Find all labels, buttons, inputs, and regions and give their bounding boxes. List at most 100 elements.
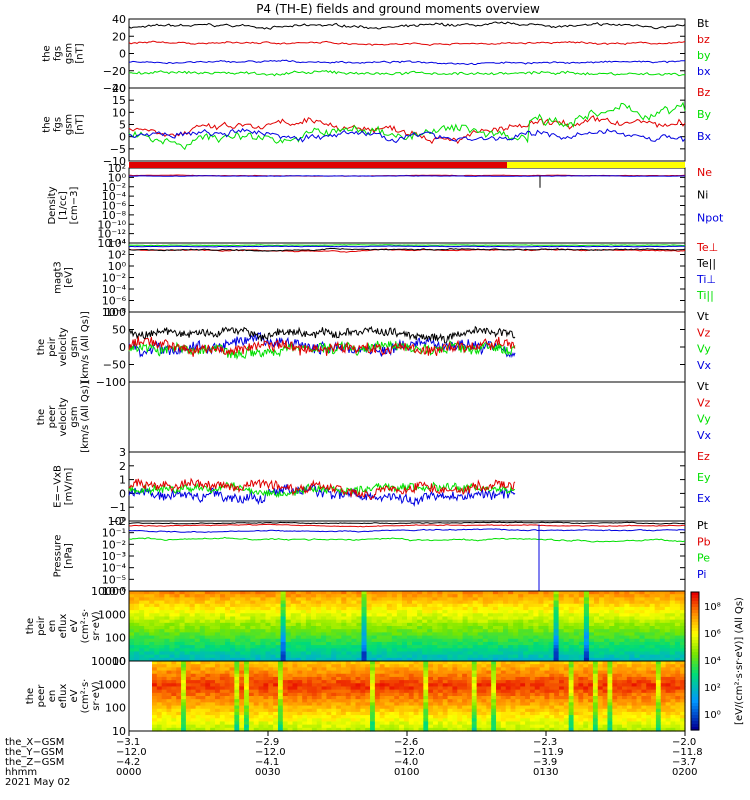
peer-spectrogram-cell <box>573 667 579 672</box>
peir-spectrogram-cell <box>533 651 540 656</box>
peir-spectrogram-cell <box>573 600 580 605</box>
peer-spectrogram-cell <box>311 702 318 707</box>
peir-spectrogram-cell <box>594 648 600 653</box>
peer-spectrogram-cell <box>418 676 424 681</box>
peir-spectrogram-cell <box>497 648 504 653</box>
peir-spectrogram-cell <box>260 638 267 643</box>
peir-spectrogram-cell <box>164 597 171 602</box>
peer-spectrogram-cell <box>384 667 391 672</box>
peir-spectrogram-cell <box>285 632 292 637</box>
peir-spectrogram-cell <box>270 651 277 656</box>
peir-spectrogram-cell <box>528 610 534 614</box>
peir-spectrogram-cell <box>503 626 509 630</box>
peir-spectrogram-cell <box>492 654 499 659</box>
peer-spectrogram-cell <box>331 724 337 729</box>
peer-spectrogram-cell <box>636 680 642 684</box>
peer-spectrogram-cell <box>273 689 279 694</box>
peer-velocity-legend-0: Vt <box>697 380 710 393</box>
peer-spectrogram-cell <box>646 699 652 703</box>
peer-spectrogram-cell <box>486 673 492 678</box>
peir-spectrogram-cell <box>503 638 509 643</box>
peer-spectrogram-cell <box>384 696 391 700</box>
peer-spectrogram-cell <box>316 667 323 672</box>
peir-spectrogram-cell <box>381 629 388 633</box>
peir-spectrogram-cell <box>533 648 540 653</box>
peer-spectrogram-cell <box>457 680 463 684</box>
peir-spectrogram-cell <box>679 645 686 649</box>
peir-spectrogram-cell <box>568 645 575 649</box>
peir-spectrogram-cell <box>644 606 651 611</box>
peir-spectrogram-cell <box>204 657 211 662</box>
peir-spectrogram-cell <box>265 651 272 656</box>
peir-spectrogram-cell <box>356 613 363 618</box>
peir-spectrogram-cell <box>624 638 630 643</box>
efield-legend-2: Ex <box>697 492 711 505</box>
peir-spectrogram-cell <box>346 632 352 637</box>
peir-spectrogram-cell <box>305 597 312 602</box>
peir-spectrogram-cell <box>548 632 555 637</box>
peer-spectrogram-cell <box>631 686 638 691</box>
peir-spectrogram-cell <box>255 635 262 640</box>
peir-spectrogram-cell <box>649 619 656 624</box>
peer-spectrogram-cell <box>214 683 221 688</box>
peer-spectrogram-cell <box>510 696 517 700</box>
peer-spectrogram-cell <box>500 686 507 691</box>
peer-spectrogram-cell <box>156 702 163 707</box>
peer-spectrogram-cell <box>481 686 487 691</box>
peir-spectrogram-cell <box>548 654 555 659</box>
peir-spectrogram-cell <box>477 613 484 618</box>
peir-spectrogram-cell <box>472 626 479 630</box>
peir-spectrogram-cell <box>609 606 615 611</box>
peir-spectrogram-cell <box>184 635 191 640</box>
peer-spectrogram-cell <box>244 676 250 681</box>
peir-spectrogram-cell <box>240 629 246 633</box>
peir-spectrogram-cell <box>578 603 585 608</box>
peir-spectrogram-cell <box>427 645 433 649</box>
peir-spectrogram-cell <box>225 638 231 643</box>
peir-spectrogram-cell <box>326 641 332 646</box>
peir-spectrogram-cell <box>336 641 342 646</box>
peer-spectrogram-cell <box>452 683 458 688</box>
peer-spectrogram-cell <box>355 680 361 684</box>
peer-spectrogram-cell <box>316 715 323 719</box>
peir-spectrogram-cell <box>219 597 226 602</box>
peir-spectrogram-cell <box>245 619 251 624</box>
peer-spectrogram-cell <box>520 718 526 723</box>
peer-spectrogram-cell <box>176 715 182 719</box>
peer-spectrogram-cell <box>258 680 265 684</box>
peir-spectrogram-cell <box>659 641 666 646</box>
peir-spectrogram-cell <box>679 591 686 595</box>
peir-spectrogram-cell <box>381 657 388 662</box>
peir-spectrogram-cell <box>452 645 459 649</box>
peer-spectrogram-cell <box>321 708 328 713</box>
peir-spectrogram-cell <box>619 594 625 598</box>
peir-spectrogram-cell <box>174 606 181 611</box>
peer-spectrogram-cell <box>655 683 662 688</box>
peir-spectrogram-cell <box>305 613 312 618</box>
peir-spectrogram-cell <box>472 641 479 646</box>
temperature-legend-3: Ti|| <box>696 289 714 302</box>
peer-spectrogram-cell <box>651 673 657 678</box>
peer-spectrogram-cell <box>525 692 531 697</box>
peer-spectrogram-cell <box>607 705 613 710</box>
peer-spectrogram-cell <box>181 696 187 700</box>
peir-spectrogram-cell <box>300 619 307 624</box>
peir-spectrogram-cell <box>219 594 226 598</box>
peer-spectrogram-cell <box>559 699 565 703</box>
peer-spectrogram-cell <box>195 661 202 665</box>
peir-spectrogram-cell <box>614 600 620 605</box>
peir-spectrogram-cell <box>669 610 676 614</box>
peir-spectrogram-cell <box>290 594 297 598</box>
peir-spectrogram-cell <box>366 591 373 595</box>
peer-spectrogram-cell <box>588 686 594 691</box>
peer-spectrogram-cell <box>374 721 381 726</box>
peer-spectrogram-cell <box>539 711 546 716</box>
peer-spectrogram-cell <box>195 683 202 688</box>
peer-spectrogram-cell <box>258 705 265 710</box>
peir-spectrogram-cell <box>528 632 534 637</box>
peir-spectrogram-cell <box>381 610 388 614</box>
temperature-frame <box>128 242 686 313</box>
peer-spectrogram-cell <box>355 705 361 710</box>
peir-spectrogram-cell <box>492 594 499 598</box>
peer-spectrogram-cell <box>428 689 434 694</box>
